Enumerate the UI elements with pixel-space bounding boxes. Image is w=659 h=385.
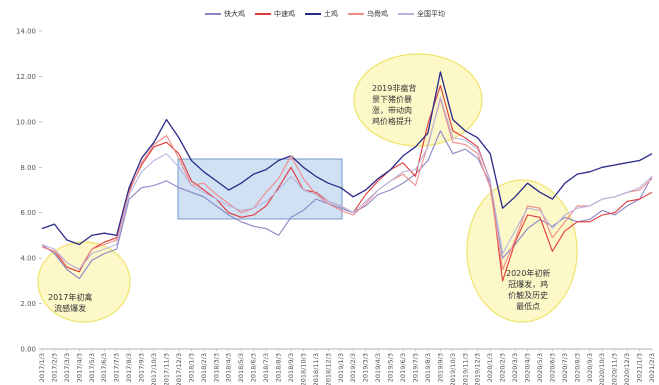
x-tick-label: 2019/9/3 [436,353,444,382]
series-line [41,96,653,271]
annotation-line: 冠爆发，鸡 [508,280,549,289]
x-tick-label: 2019/8/3 [424,353,432,382]
legend-swatch [255,13,271,15]
x-tick-label: 2020/8/3 [573,353,581,382]
annotation-line: 2019非瘟背 [372,84,417,93]
x-tick-label: 2017/6/3 [100,353,108,382]
x-tick-label: 2017/2/3 [50,353,58,382]
annotation-text: 2017年初禽 流感爆发 [48,292,92,314]
x-tick-label: 2018/1/3 [187,353,195,382]
y-tick-label: 0.00 [20,346,36,354]
legend-label: 快大鸡 [224,10,245,18]
annotation-line: 景下猪价暴 [372,95,412,104]
legend-label: 土鸡 [324,10,338,18]
y-tick-label: 6.00 [20,209,36,217]
y-tick-label: 8.00 [20,164,36,172]
legend-item[interactable]: 快大鸡 [205,9,245,19]
legend-swatch [398,13,414,15]
x-tick-label: 2018/12/3 [324,353,332,385]
legend-label: 乌骨鸡 [367,10,388,18]
x-tick-label: 2017/12/3 [175,353,183,385]
legend-swatch [348,13,364,15]
x-tick-label: 2020/2/3 [499,353,507,382]
x-tick-label: 2019/5/3 [387,353,395,382]
x-tick-label: 2019/6/3 [399,353,407,382]
x-tick-label: 2019/3/3 [362,353,370,382]
legend-swatch [205,13,221,15]
x-tick-label: 2018/7/3 [262,353,270,382]
legend-item[interactable]: 土鸡 [305,9,338,19]
x-tick-label: 2020/5/3 [536,353,544,382]
x-tick-label: 2019/7/3 [411,353,419,382]
x-tick-label: 2017/11/3 [162,353,170,385]
x-tick-label: 2020/10/3 [598,353,606,385]
y-tick-label: 10.00 [16,118,36,126]
x-tick-label: 2018/9/3 [287,353,295,382]
x-tick-label: 2018/8/3 [275,353,283,382]
y-tick-label: 4.00 [20,255,36,263]
annotation-text: 2019非瘟背 景下猪价暴 涨，带动肉 鸡价格提升 [372,83,416,127]
x-tick-label: 2019/11/3 [461,353,469,385]
x-tick-label: 2017/4/3 [75,353,83,382]
x-tick-label: 2018/5/3 [237,353,245,382]
x-tick-label: 2021/1/3 [636,353,644,382]
chart-legend: 快大鸡 中速鸡 土鸡 乌骨鸡 全国平均 [205,7,445,21]
annotation-line: 价触及历史 [508,291,549,300]
x-tick-label: 2020/9/3 [586,353,594,382]
x-tick-label: 2020/1/3 [486,353,494,382]
x-tick-label: 2017/3/3 [63,353,71,382]
x-tick-label: 2020/7/3 [561,353,569,382]
legend-item[interactable]: 中速鸡 [255,9,295,19]
x-tick-label: 2021/2/3 [648,353,656,382]
x-tick-label: 2019/4/3 [374,353,382,382]
x-tick-label: 2019/2/3 [349,353,357,382]
x-tick-label: 2020/12/3 [623,353,631,385]
annotation-line: 涨，带动肉 [372,106,412,115]
x-tick-label: 2017/10/3 [150,353,158,385]
highlight-ellipse [353,53,483,147]
x-tick-label: 2019/1/3 [337,353,345,382]
x-tick-label: 2018/4/3 [225,353,233,382]
series-line [41,98,653,271]
annotation-text: 2020年初新 冠爆发，鸡 价触及历史 最低点 [506,268,550,312]
x-tick-label: 2019/12/3 [474,353,482,385]
highlight-box [177,158,343,220]
legend-item[interactable]: 全国平均 [398,9,445,19]
series-line [41,71,653,246]
legend-label: 中速鸡 [274,10,295,18]
annotation-line: 2020年初新 [506,269,551,278]
legend-item[interactable]: 乌骨鸡 [348,9,388,19]
x-tick-label: 2020/3/3 [511,353,519,382]
x-tick-label: 2018/3/3 [212,353,220,382]
x-tick-label: 2020/6/3 [548,353,556,382]
annotation-line: 鸡价格提升 [372,117,412,126]
legend-label: 全国平均 [417,10,445,18]
annotation-line: 2017年初禽 [48,293,93,302]
annotation-line: 流感爆发 [54,304,87,313]
x-tick-label: 2017/7/3 [113,353,121,382]
x-tick-label: 2018/10/3 [299,353,307,385]
y-tick-label: 12.00 [16,73,36,81]
x-tick-label: 2017/1/3 [38,353,46,382]
x-tick-label: 2017/8/3 [125,353,133,382]
x-tick-label: 2018/2/3 [200,353,208,382]
x-tick-label: 2017/9/3 [138,353,146,382]
x-tick-label: 2020/11/3 [611,353,619,385]
x-tick-label: 2017/5/3 [88,353,96,382]
x-tick-label: 2019/10/3 [449,353,457,385]
x-tick-label: 2020/4/3 [524,353,532,382]
x-tick-label: 2018/11/3 [312,353,320,385]
x-tick-label: 2018/6/3 [250,353,258,382]
y-tick-label: 2.00 [20,300,36,308]
y-tick-label: 14.00 [16,28,36,36]
legend-swatch [305,13,321,15]
annotation-line: 最低点 [516,302,541,311]
